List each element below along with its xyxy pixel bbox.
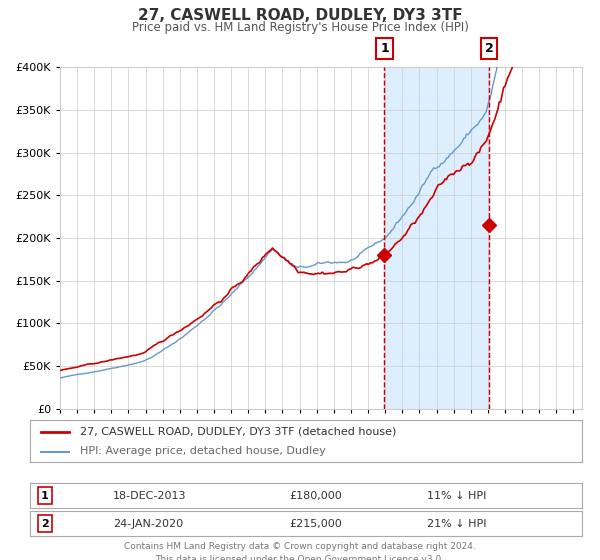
Text: 2: 2 bbox=[485, 42, 493, 55]
Text: 27, CASWELL ROAD, DUDLEY, DY3 3TF: 27, CASWELL ROAD, DUDLEY, DY3 3TF bbox=[137, 8, 463, 24]
Text: 1: 1 bbox=[41, 491, 49, 501]
Bar bbox=[385, 67, 489, 409]
Text: 21% ↓ HPI: 21% ↓ HPI bbox=[427, 519, 487, 529]
Text: Price paid vs. HM Land Registry's House Price Index (HPI): Price paid vs. HM Land Registry's House … bbox=[131, 21, 469, 34]
Text: £215,000: £215,000 bbox=[289, 519, 342, 529]
Text: 27, CASWELL ROAD, DUDLEY, DY3 3TF (detached house): 27, CASWELL ROAD, DUDLEY, DY3 3TF (detac… bbox=[80, 427, 396, 437]
Text: 2: 2 bbox=[41, 519, 49, 529]
Text: 11% ↓ HPI: 11% ↓ HPI bbox=[427, 491, 487, 501]
Text: 24-JAN-2020: 24-JAN-2020 bbox=[113, 519, 183, 529]
Text: Contains HM Land Registry data © Crown copyright and database right 2024.
This d: Contains HM Land Registry data © Crown c… bbox=[124, 542, 476, 560]
Text: £180,000: £180,000 bbox=[289, 491, 342, 501]
Text: HPI: Average price, detached house, Dudley: HPI: Average price, detached house, Dudl… bbox=[80, 446, 325, 456]
Text: 18-DEC-2013: 18-DEC-2013 bbox=[113, 491, 187, 501]
Text: 1: 1 bbox=[380, 42, 389, 55]
